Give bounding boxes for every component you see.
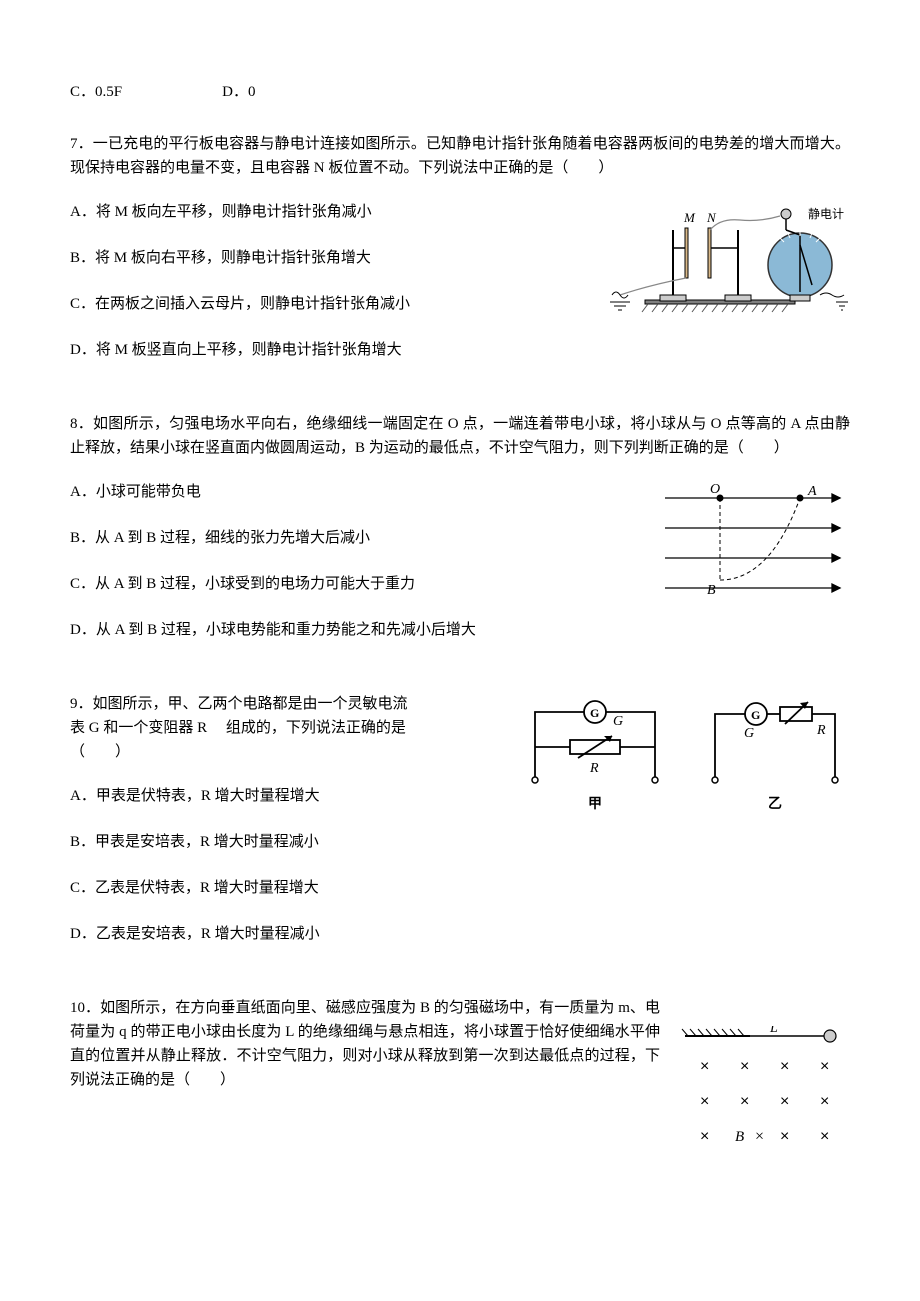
svg-text:N: N <box>706 210 717 225</box>
svg-text:G: G <box>613 714 623 729</box>
q9-choice-c: C．乙表是伏特表，R 增大时量程增大 <box>70 876 500 900</box>
q6-choices-row: C．0.5F D．0 <box>70 80 850 104</box>
q9-choice-a: A．甲表是伏特表，R 增大时量程增大 <box>70 784 500 808</box>
svg-text:×: × <box>820 1093 829 1110</box>
q6-choice-d: D．0 <box>222 80 255 104</box>
q10: 10．如图所示，在方向垂直纸面向里、磁感应强度为 B 的匀强磁场中，有一质量为 … <box>70 996 850 1146</box>
q6-choice-c: C．0.5F <box>70 80 122 104</box>
q8-choice-c: C．从 A 到 B 过程，小球受到的电场力可能大于重力 <box>70 572 640 596</box>
svg-text:O: O <box>710 482 720 497</box>
q9-choice-b: B．甲表是安培表，R 增大时量程减小 <box>70 830 500 854</box>
q8-choice-a: A．小球可能带负电 <box>70 480 640 504</box>
svg-text:×: × <box>700 1093 709 1110</box>
svg-text:×: × <box>700 1128 709 1145</box>
svg-text:G: G <box>590 706 599 720</box>
q8: 8．如图所示，匀强电场水平向右，绝缘细线一端固定在 O 点，一端连着带电小球，将… <box>70 412 850 664</box>
q7-stem: 7．一已充电的平行板电容器与静电计连接如图所示。已知静电计指针张角随着电容器两板… <box>70 132 850 180</box>
svg-text:×: × <box>780 1128 789 1145</box>
q7-choice-a: A．将 M 板向左平移，则静电计指针张角减小 <box>70 200 570 224</box>
svg-text:×: × <box>740 1093 749 1110</box>
svg-text:×: × <box>740 1058 749 1075</box>
q10-figure: L × × × × × × × × × × × B × <box>680 1026 850 1146</box>
q9-label-yi: 乙 <box>700 794 850 816</box>
q10-stem: 10．如图所示，在方向垂直纸面向里、磁感应强度为 B 的匀强磁场中，有一质量为 … <box>70 996 660 1092</box>
svg-text:×: × <box>780 1093 789 1110</box>
q7-fig-meter-label: 静电计 <box>808 207 844 221</box>
q9-stem-line1: 9．如图所示，甲、乙两个电路都是由一个灵敏电流 <box>70 692 500 716</box>
q7-figure: M N <box>590 200 850 330</box>
q8-figure: O A B <box>660 480 850 600</box>
svg-text:R: R <box>816 723 826 738</box>
svg-text:M: M <box>683 210 696 225</box>
svg-text:A: A <box>807 484 817 499</box>
q8-choice-d: D．从 A 到 B 过程，小球电势能和重力势能之和先减小后增大 <box>70 618 640 642</box>
svg-text:R: R <box>589 761 599 776</box>
q7-choice-c: C．在两板之间插入云母片，则静电计指针张角减小 <box>70 292 570 316</box>
q7-choice-b: B．将 M 板向右平移，则静电计指针张角增大 <box>70 246 570 270</box>
svg-text:B: B <box>707 583 716 598</box>
q9-figure-jia: G G R 甲 <box>520 692 670 816</box>
q8-choice-b: B．从 A 到 B 过程，细线的张力先增大后减小 <box>70 526 640 550</box>
q7-choice-d: D．将 M 板竖直向上平移，则静电计指针张角增大 <box>70 338 570 362</box>
q8-stem: 8．如图所示，匀强电场水平向右，绝缘细线一端固定在 O 点，一端连着带电小球，将… <box>70 412 850 460</box>
svg-text:×: × <box>780 1058 789 1075</box>
svg-text:G: G <box>751 708 760 722</box>
q9: 9．如图所示，甲、乙两个电路都是由一个灵敏电流 表 G 和一个变阻器 R 组成的… <box>70 692 850 968</box>
svg-text:×: × <box>700 1058 709 1075</box>
q9-choice-d: D．乙表是安培表，R 增大时量程减小 <box>70 922 500 946</box>
q7: 7．一已充电的平行板电容器与静电计连接如图所示。已知静电计指针张角随着电容器两板… <box>70 132 850 384</box>
svg-text:×: × <box>820 1058 829 1075</box>
svg-text:L: L <box>769 1026 778 1036</box>
q9-label-jia: 甲 <box>520 794 670 816</box>
svg-text:×: × <box>755 1128 764 1145</box>
svg-text:×: × <box>820 1128 829 1145</box>
q9-stem-line3: （ ） <box>70 740 500 764</box>
q9-figure-yi: G G R 乙 <box>700 692 850 816</box>
svg-text:B: B <box>735 1129 744 1145</box>
svg-text:G: G <box>744 726 754 741</box>
q9-stem-line2: 表 G 和一个变阻器 R 组成的，下列说法正确的是 <box>70 716 500 740</box>
